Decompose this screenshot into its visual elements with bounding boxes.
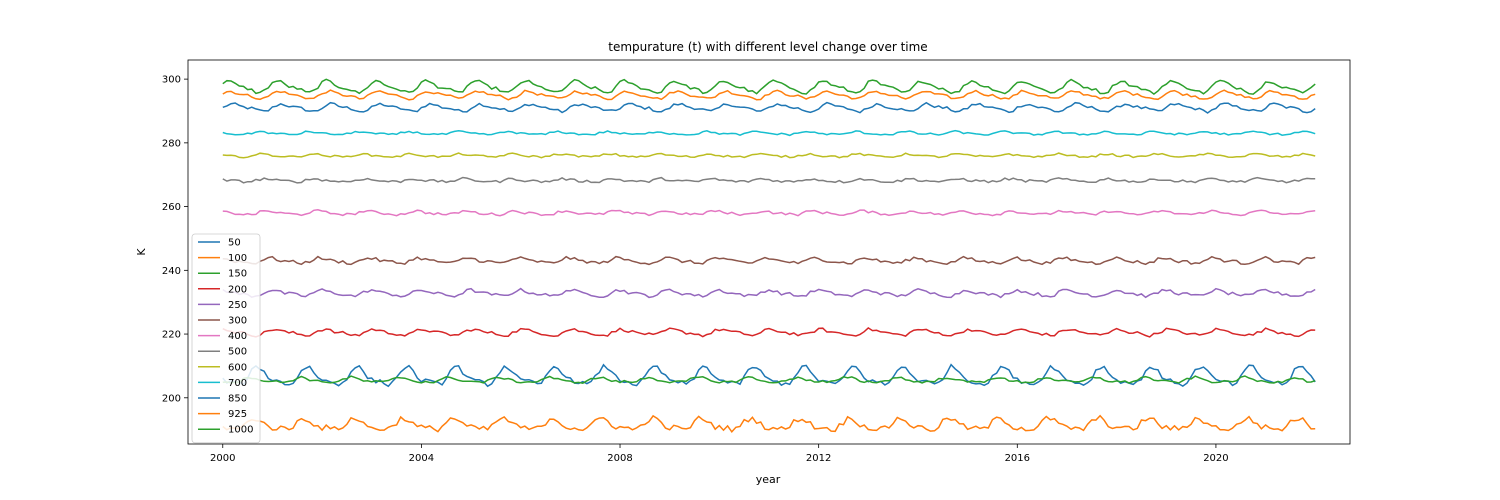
x-axis-label: year [756,473,781,486]
legend-label-400: 400 [228,331,247,342]
series-line-600 [222,152,1316,159]
series-line-1000 [222,375,1316,384]
x-tick-label: 2008 [607,453,632,464]
series-lines [222,78,1316,433]
y-tick-label: 300 [162,75,181,86]
legend-label-500: 500 [228,347,247,358]
legend-box [191,233,261,444]
y-tick-label: 220 [162,330,181,341]
series-line-100 [222,89,1316,101]
series-line-300 [222,255,1316,266]
series-line-50 [222,101,1316,114]
x-tick-label: 2004 [409,453,434,464]
series-line-250 [222,287,1316,299]
legend-label-100: 100 [228,253,247,264]
series-line-500 [222,176,1316,184]
x-tick-label: 2000 [210,453,235,464]
series-line-400 [222,209,1316,217]
series-line-925 [222,414,1316,433]
legend-label-300: 300 [228,316,247,327]
legend-label-700: 700 [228,378,247,389]
plot-area [187,59,1351,445]
y-tick-label: 280 [162,138,181,149]
legend-label-50: 50 [228,238,241,249]
legend-label-850: 850 [228,394,247,405]
series-line-700 [222,129,1316,137]
legend-label-250: 250 [228,300,247,311]
y-tick-label: 200 [162,393,181,404]
series-line-150 [222,78,1316,96]
legend-label-200: 200 [228,284,247,295]
y-tick-label: 240 [162,266,181,277]
legend-label-150: 150 [228,269,247,280]
series-line-200 [222,326,1316,338]
x-tick-label: 2020 [1203,453,1228,464]
x-tick-label: 2012 [806,453,831,464]
legend-label-600: 600 [228,362,247,373]
y-tick-label: 260 [162,202,181,213]
legend-label-925: 925 [228,409,247,420]
x-tick-label: 2016 [1005,453,1030,464]
chart-title: tempurature (t) with different level cha… [608,40,927,54]
series-line-850 [222,363,1316,388]
y-axis-ticks: 200 220 240 260 280 300 [162,75,188,404]
y-axis-label: K [135,248,148,256]
legend-label-1000: 1000 [228,425,253,436]
x-axis-ticks: 2000 2004 2008 2012 2016 2020 [210,444,1229,464]
legend: 50 100 150 200 250 300 400 500 600 700 850 925 1000 [191,233,261,444]
